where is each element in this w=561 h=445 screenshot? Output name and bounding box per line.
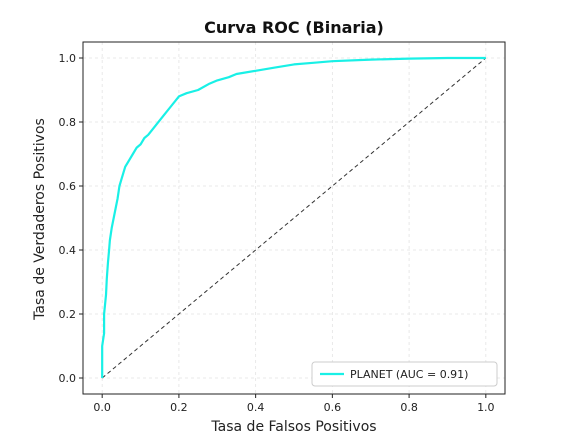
x-tick-label: 1.0 [477,401,495,414]
x-tick-label: 0.6 [324,401,342,414]
y-axis-label: Tasa de Verdaderos Positivos [32,118,48,321]
x-tick-label: 0.2 [170,401,188,414]
y-tick-label: 0.6 [59,180,77,193]
chart-title: Curva ROC (Binaria) [204,18,384,37]
roc-curve-line [101,56,486,378]
y-tick-label: 1.0 [59,52,77,65]
y-axis: 0.0 0.2 0.4 0.6 0.8 1.0 [59,52,83,385]
y-tick-label: 0.0 [59,372,77,385]
x-axis-label: Tasa de Falsos Positivos [210,419,376,435]
y-tick-label: 0.2 [59,308,77,321]
legend-label: PLANET (AUC = 0.91) [350,368,468,381]
grid [83,42,505,394]
plot-area [101,56,487,379]
x-tick-label: 0.8 [400,401,418,414]
legend: PLANET (AUC = 0.91) [311,361,498,387]
x-axis: 0.0 0.2 0.4 0.6 0.8 1.0 [93,394,495,414]
y-tick-label: 0.8 [59,116,77,129]
plot-frame [82,41,506,395]
y-tick-label: 0.4 [59,244,77,257]
diagonal-reference-line [101,57,487,379]
x-tick-label: 0.4 [247,401,265,414]
legend-box [311,361,498,387]
x-tick-label: 0.0 [93,401,111,414]
